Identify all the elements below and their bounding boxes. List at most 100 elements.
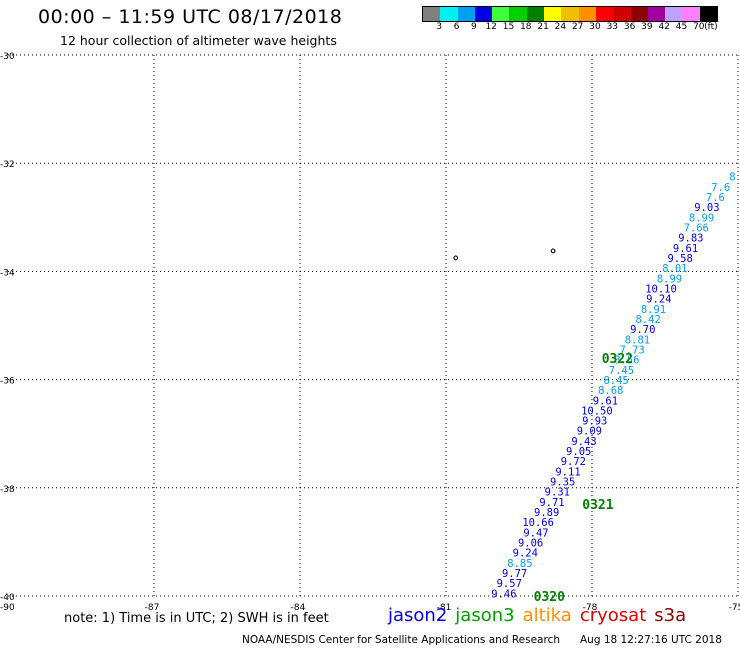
colorbar-swatch	[440, 7, 458, 21]
wave-height-value: 10.10	[645, 283, 677, 295]
wave-height-value: 9.43	[571, 436, 596, 448]
wave-height-value: 9.89	[534, 507, 559, 519]
wave-height-value: 8.85	[507, 558, 532, 570]
colorbar-swatch	[526, 7, 545, 21]
legend-jason2: jason2	[388, 605, 448, 626]
colorbar-label: 42	[658, 22, 670, 32]
wave-height-value: 9.47	[523, 527, 548, 539]
island-outline	[550, 248, 556, 254]
y-tick-label: -40	[0, 593, 15, 603]
wave-height-value: 8.68	[598, 385, 623, 397]
colorbar-swatch	[474, 7, 493, 21]
colorbar-label: 24	[554, 22, 567, 32]
wave-height-value: 9.11	[555, 466, 580, 478]
wave-height-value: 9.61	[593, 395, 618, 407]
legend-cryosat: cryosat	[579, 605, 647, 626]
time-label: 0322	[602, 352, 633, 367]
colorbar-swatch	[613, 7, 631, 21]
colorbar-label: 15	[502, 22, 515, 32]
wave-height-value: 9.03	[694, 202, 719, 214]
wave-height-value: 9.61	[673, 243, 698, 255]
wave-height-value: 10.50	[581, 405, 613, 417]
time-label: 0321	[582, 498, 613, 513]
wave-height-value: 10.66	[522, 517, 554, 529]
wave-height-colorbar	[422, 6, 719, 22]
island-outline	[453, 255, 459, 261]
wave-height-value: 8.91	[641, 304, 666, 316]
legend-altika: altika	[522, 605, 572, 626]
time-label: 0320	[534, 590, 565, 605]
wave-height-value: 8.01	[662, 263, 687, 275]
colorbar-swatch	[544, 7, 562, 21]
legend-s3a: s3a	[654, 605, 687, 626]
wave-height-value: 9.93	[582, 416, 607, 428]
y-tick-label: -38	[0, 485, 15, 495]
wave-height-value: 7.45	[609, 365, 634, 377]
wave-height-value: 7.66	[684, 223, 709, 235]
map-title: 00:00 – 11:59 UTC 08/17/2018	[38, 6, 343, 28]
x-tick-label: -84	[291, 603, 306, 613]
wave-height-value: 7.6	[711, 182, 730, 194]
wave-height-value: 8.99	[689, 212, 714, 224]
legend-jason3: jason3	[455, 605, 515, 626]
wave-height-value: 9.24	[513, 548, 538, 560]
wave-height-value: 9.58	[668, 253, 693, 265]
x-tick-label: -87	[145, 603, 160, 613]
wave-height-value: 8.56	[614, 355, 639, 367]
wave-height-value: 9.83	[678, 233, 703, 245]
wave-height-value: 9.06	[518, 537, 543, 549]
wave-height-value: 7.6	[706, 192, 725, 204]
colorbar-label: 45	[675, 22, 688, 32]
colorbar-swatch	[423, 7, 441, 21]
wave-height-value: 8.81	[625, 334, 650, 346]
satellite-legend: jason2 jason3 altika cryosat s3a	[388, 605, 694, 626]
credit-line: NOAA/NESDIS Center for Satellite Applica…	[242, 634, 560, 646]
x-tick-label: -78	[583, 603, 598, 613]
colorbar-labels: 3 6 9 12 15 18 21 24 27 30 33 36 39 42 45 70 (ft)	[422, 22, 740, 34]
wave-height-value: 9.24	[646, 294, 671, 306]
colorbar-label: 3	[436, 22, 443, 32]
map-subtitle: 12 hour collection of altimeter wave hei…	[60, 33, 337, 48]
wave-height-value: 8.99	[657, 273, 682, 285]
wave-height-value: 9.35	[550, 477, 575, 489]
colorbar-swatch	[647, 7, 666, 21]
colorbar-swatch	[509, 7, 527, 21]
colorbar-label: (ft)	[704, 22, 718, 32]
generation-timestamp: Aug 18 12:27:16 UTC 2018	[580, 634, 722, 646]
wave-height-value: 8.45	[603, 375, 628, 387]
wave-height-value: 9.31	[545, 487, 570, 499]
colorbar-label: 9	[471, 22, 477, 32]
colorbar-label: 30	[589, 22, 601, 32]
footnote: note: 1) Time is in UTC; 2) SWH is in fe…	[64, 611, 329, 626]
wave-height-value: 9.57	[497, 578, 522, 590]
wave-height-value: 9.09	[577, 426, 602, 438]
colorbar-label: 33	[606, 22, 619, 32]
wave-height-value: 9.77	[502, 568, 527, 580]
colorbar-swatch	[682, 7, 700, 21]
y-tick-label: -32	[0, 160, 15, 170]
colorbar-swatch	[492, 7, 510, 21]
colorbar-label: 6	[453, 22, 460, 32]
x-tick-label: -75	[729, 603, 740, 613]
corner-label: -90	[0, 603, 15, 613]
y-tick-label: -36	[0, 377, 15, 387]
y-tick-label: -34	[0, 268, 15, 278]
colorbar-swatch	[578, 7, 596, 21]
colorbar-swatch	[595, 7, 614, 21]
colorbar-label: 70	[693, 22, 705, 32]
colorbar-label: 39	[641, 22, 653, 32]
colorbar-label: 18	[520, 22, 532, 32]
wave-height-value: 7.73	[619, 344, 644, 356]
wave-height-value: 9.71	[539, 497, 564, 509]
wave-height-value: 9.72	[561, 456, 586, 468]
wave-height-value: 9.05	[566, 446, 591, 458]
colorbar-swatch	[630, 7, 648, 21]
colorbar-swatch	[699, 7, 718, 21]
colorbar-label: 21	[537, 22, 549, 32]
colorbar-label: 12	[485, 22, 497, 32]
colorbar-swatch	[561, 7, 579, 21]
wave-height-value: 9.70	[630, 324, 655, 336]
colorbar-label: 27	[571, 22, 584, 32]
colorbar-label: 36	[623, 22, 636, 32]
